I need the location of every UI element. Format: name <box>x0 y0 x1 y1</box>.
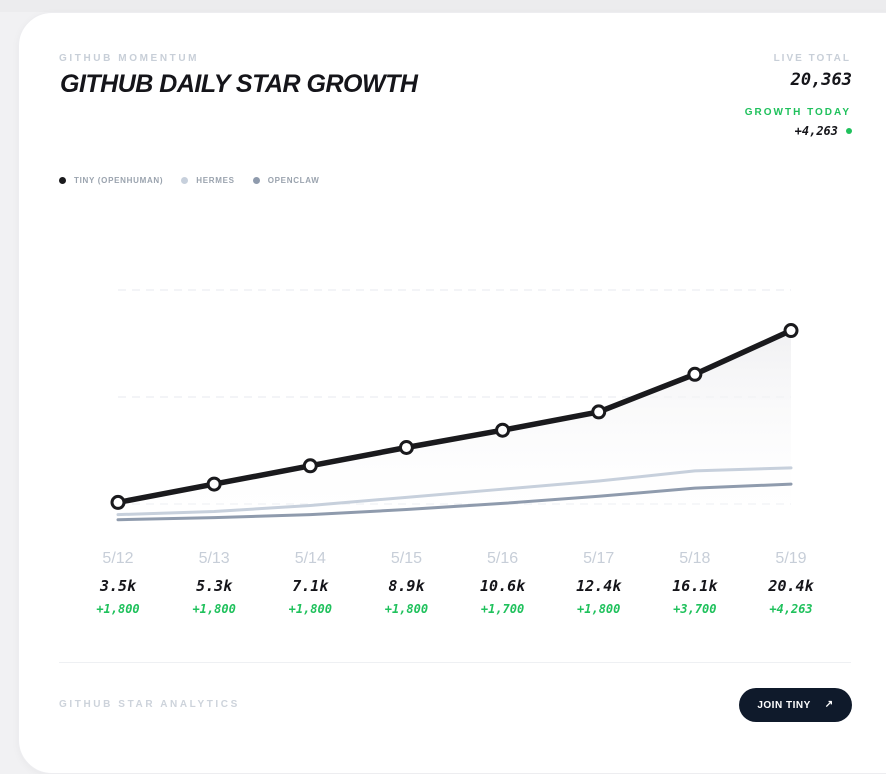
legend-swatch-openclaw <box>252 177 260 184</box>
legend-label-hermes: HERMES <box>196 176 235 185</box>
live-total-label: LIVE TOTAL <box>773 53 851 64</box>
value-label: 16.1k <box>672 577 718 595</box>
legend-label-openclaw: OPENCLAW <box>267 176 320 185</box>
value-label: 3.5k <box>99 577 137 595</box>
value-label: 8.9k <box>388 577 425 595</box>
x-tick-label: 5/13 <box>198 550 230 567</box>
legend-label-tiny: TINY (OPENHUMAN) <box>74 176 164 185</box>
value-label: 20.4k <box>768 577 814 595</box>
x-tick-label: 5/15 <box>390 550 422 567</box>
x-column-3: 5/14 7.1k +1,800 <box>270 550 350 616</box>
value-label: 5.3k <box>196 577 233 595</box>
delta-label: +1,800 <box>96 602 140 616</box>
x-column-5: 5/16 10.6k +1,700 <box>463 550 543 616</box>
join-tiny-button[interactable]: JOIN TINY ↗ <box>739 688 852 722</box>
join-button-label: JOIN TINY <box>757 699 811 711</box>
arrow-up-right-icon: ↗ <box>824 699 834 710</box>
series-area-tiny <box>118 330 791 515</box>
x-column-6: 5/17 12.4k +1,800 <box>559 550 639 616</box>
legend-item-openclaw: OPENCLAW <box>252 176 320 185</box>
data-point-3 <box>302 458 318 474</box>
x-column-7: 5/18 16.1k +3,700 <box>655 550 735 616</box>
data-point-4 <box>398 439 414 455</box>
footer-divider <box>59 662 851 663</box>
x-column-1: 5/12 3.5k +1,800 <box>78 550 158 616</box>
delta-label: +1,800 <box>288 602 332 616</box>
x-tick-label: 5/18 <box>679 550 711 567</box>
legend-item-hermes: HERMES <box>181 176 234 185</box>
value-label: 10.6k <box>479 577 526 595</box>
data-point-5 <box>495 422 511 438</box>
series-line-openclaw <box>116 482 793 522</box>
x-tick-label: 5/17 <box>583 550 615 567</box>
x-tick-label: 5/16 <box>486 550 519 567</box>
line-chart <box>110 289 799 522</box>
legend-swatch-hermes <box>181 177 189 184</box>
delta-label: +4,263 <box>769 602 813 616</box>
delta-label: +1,800 <box>384 602 429 616</box>
series-line-tiny <box>115 327 794 506</box>
delta-label: +1,800 <box>577 602 621 616</box>
x-tick-label: 5/19 <box>775 550 807 567</box>
series-line-hermes <box>116 466 793 517</box>
x-tick-label: 5/12 <box>102 550 134 567</box>
delta-label: +1,800 <box>192 602 236 616</box>
live-total-value: 20,363 <box>790 70 852 90</box>
x-tick-label: 5/14 <box>294 550 326 567</box>
x-column-2: 5/13 5.3k +1,800 <box>174 550 254 616</box>
legend-swatch-tiny <box>59 177 66 184</box>
legend-item-tiny: TINY (OPENHUMAN) <box>59 176 163 185</box>
data-point-6 <box>591 404 607 420</box>
x-column-8: 5/19 20.4k +4,263 <box>751 550 831 616</box>
data-point-1 <box>110 494 126 510</box>
chart-legend: TINY (OPENHUMAN) HERMES OPENCLAW <box>59 176 320 185</box>
value-label: 12.4k <box>576 577 622 595</box>
live-indicator-dot <box>846 128 852 134</box>
eyebrow-label: GITHUB MOMENTUM <box>59 53 200 64</box>
page-title: GITHUB DAILY STAR GROWTH <box>60 70 418 98</box>
growth-today-label: GROWTH TODAY <box>744 107 851 118</box>
growth-today-value: +4,263 <box>794 124 838 138</box>
delta-label: +3,700 <box>673 602 717 616</box>
data-point-7 <box>687 366 703 382</box>
delta-label: +1,700 <box>480 602 525 616</box>
data-point-8 <box>783 323 799 339</box>
data-point-2 <box>206 476 222 492</box>
value-label: 7.1k <box>292 577 329 595</box>
growth-today-row: +4,263 <box>795 124 852 138</box>
x-column-4: 5/15 8.9k +1,800 <box>366 550 446 616</box>
footer-label: GITHUB STAR ANALYTICS <box>59 699 240 710</box>
top-strip <box>0 0 886 12</box>
